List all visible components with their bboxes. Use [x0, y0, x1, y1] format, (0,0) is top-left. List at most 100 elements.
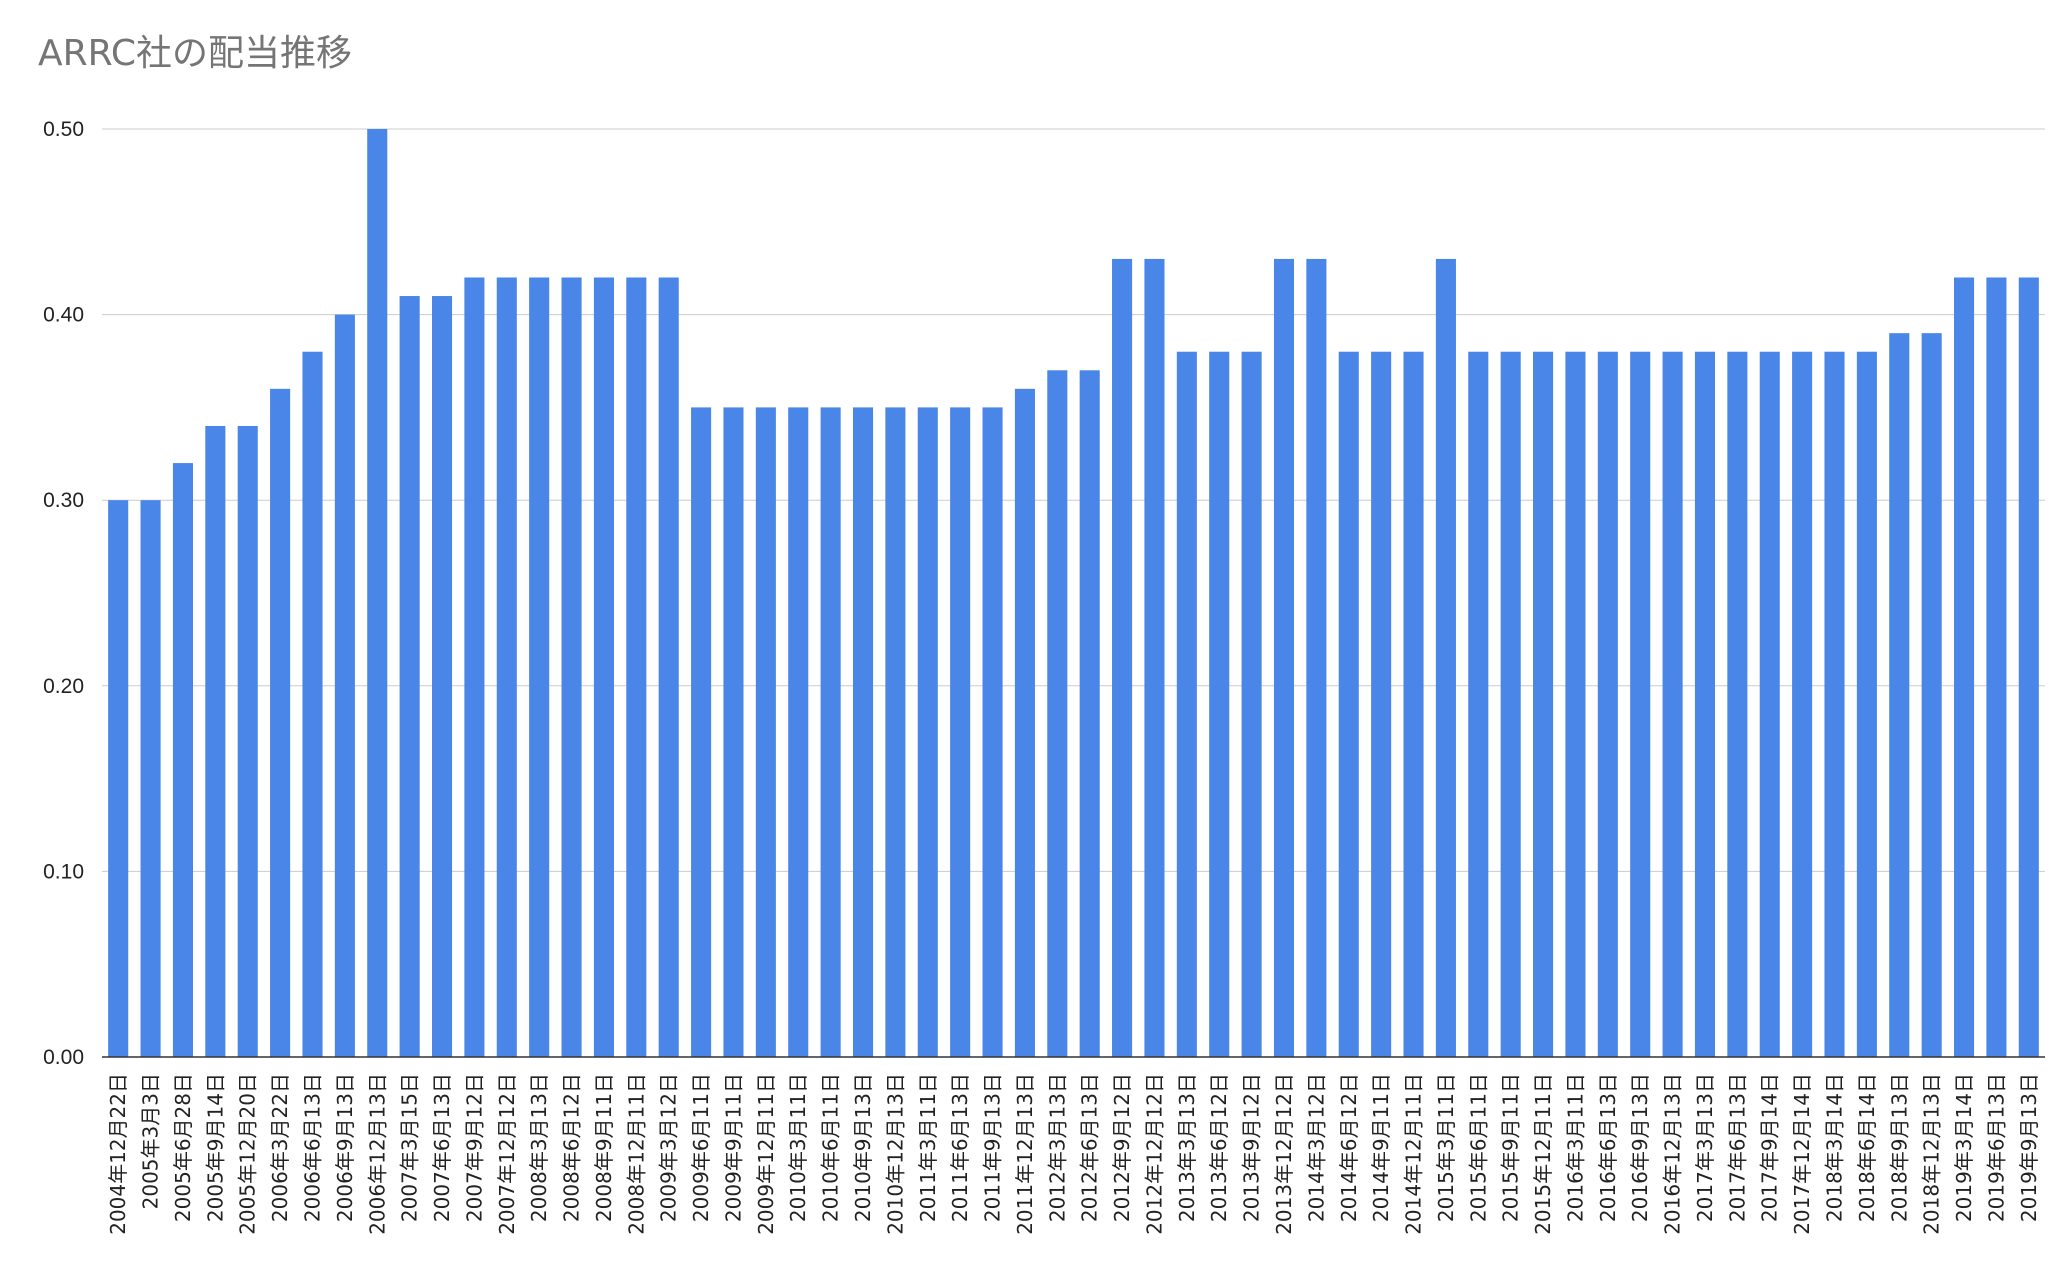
x-tick-label: 2014年6月12日 [1337, 1073, 1361, 1222]
bar [561, 277, 582, 1058]
bar [302, 351, 323, 1058]
bar [1014, 388, 1035, 1058]
x-tick-label: 2019年3月14日 [1952, 1073, 1976, 1222]
bars [108, 129, 2039, 1058]
y-tick-label: 0.20 [43, 675, 84, 698]
bar [1662, 351, 1683, 1058]
bar [691, 407, 712, 1057]
bar [917, 407, 938, 1057]
x-tick-label: 2005年9月14日 [203, 1073, 227, 1222]
bar [1759, 351, 1780, 1058]
bar [1533, 351, 1554, 1058]
bar [885, 407, 906, 1057]
bar [1468, 351, 1489, 1058]
x-tick-label: 2019年6月13日 [1984, 1073, 2008, 1222]
bar [1597, 351, 1618, 1058]
bar [367, 129, 388, 1057]
x-tick-label: 2012年9月12日 [1110, 1073, 1134, 1222]
bar [1727, 351, 1748, 1058]
x-tick-label: 2005年3月3日 [139, 1073, 163, 1209]
x-tick-label: 2012年6月13日 [1078, 1073, 1102, 1222]
x-tick-label: 2008年12月11日 [624, 1073, 648, 1235]
y-tick-label: 0.30 [43, 489, 84, 512]
bar [626, 277, 647, 1058]
x-tick-label: 2011年12月13日 [1013, 1073, 1037, 1235]
bar [431, 296, 453, 1057]
x-tick-label: 2009年9月11日 [721, 1073, 745, 1222]
bar [1176, 351, 1197, 1058]
x-tick-label: 2007年6月13日 [430, 1073, 454, 1222]
x-tick-label: 2009年12月11日 [754, 1073, 778, 1235]
bar [1954, 277, 1975, 1058]
x-tick-label: 2006年6月13日 [300, 1073, 324, 1222]
x-tick-label: 2007年3月15日 [398, 1073, 422, 1222]
x-tick-label: 2004年12月22日 [106, 1073, 130, 1235]
bar [1209, 351, 1230, 1058]
x-tick-label: 2016年3月11日 [1563, 1073, 1587, 1222]
bar [529, 277, 550, 1058]
bar [1630, 351, 1651, 1058]
x-tick-label: 2018年9月13日 [1887, 1073, 1911, 1222]
x-tick-label: 2015年3月11日 [1434, 1073, 1458, 1222]
bar [1435, 258, 1456, 1057]
x-tick-label: 2011年9月13日 [981, 1073, 1005, 1222]
bar [1565, 351, 1586, 1058]
bar [1856, 351, 1877, 1058]
bar [1403, 351, 1424, 1058]
bar [593, 277, 614, 1058]
bar [1694, 351, 1716, 1058]
bar [108, 500, 129, 1057]
x-tick-label: 2010年9月13日 [851, 1073, 875, 1222]
y-tick-label: 0.10 [43, 860, 84, 883]
x-tick-label: 2013年6月12日 [1207, 1073, 1231, 1222]
x-tick-label: 2013年9月12日 [1240, 1073, 1264, 1222]
x-tick-label: 2010年12月13日 [883, 1073, 907, 1235]
x-tick-label: 2016年6月13日 [1596, 1073, 1620, 1222]
bar [1241, 351, 1262, 1058]
bar [1921, 333, 1942, 1057]
y-tick-label: 0.40 [43, 304, 84, 327]
x-axis-tick-labels: 2004年12月22日 2005年3月3日 2005年6月28日 2005年9月14日… [106, 1073, 2041, 1235]
x-tick-label: 2016年12月13日 [1661, 1073, 1685, 1235]
x-tick-label: 2011年6月13日 [948, 1073, 972, 1222]
x-tick-label: 2007年9月12日 [462, 1073, 486, 1222]
x-tick-label: 2009年3月12日 [657, 1073, 681, 1222]
bar [270, 388, 291, 1058]
x-tick-label: 2011年3月11日 [916, 1073, 940, 1222]
gridlines [102, 128, 2045, 872]
bar [172, 463, 193, 1058]
bar [1273, 258, 1295, 1057]
bar [950, 407, 971, 1057]
bar [1112, 258, 1133, 1057]
y-tick-label: 0.50 [43, 118, 84, 141]
bar [140, 500, 161, 1057]
x-tick-label: 2015年12月11日 [1531, 1073, 1555, 1235]
x-tick-label: 2005年12月20日 [236, 1073, 260, 1235]
x-tick-label: 2010年3月11日 [786, 1073, 810, 1222]
x-tick-label: 2018年6月14日 [1855, 1073, 1879, 1222]
bar [205, 425, 226, 1058]
x-tick-label: 2007年12月12日 [495, 1073, 519, 1235]
bar [820, 407, 841, 1057]
x-tick-label: 2008年6月12日 [560, 1073, 584, 1222]
bar [1792, 351, 1813, 1058]
bar [755, 407, 776, 1057]
bar [496, 277, 517, 1058]
x-tick-label: 2018年3月14日 [1823, 1073, 1847, 1222]
bar [464, 277, 485, 1058]
bar [658, 277, 679, 1058]
x-tick-label: 2014年9月11日 [1369, 1073, 1393, 1222]
x-tick-label: 2012年12月12日 [1142, 1073, 1166, 1235]
bar [982, 407, 1003, 1057]
bar [1144, 258, 1165, 1057]
bar [1824, 351, 1845, 1058]
bar [399, 296, 420, 1057]
bar [1047, 370, 1068, 1057]
x-tick-label: 2017年3月13日 [1693, 1073, 1717, 1222]
x-tick-label: 2008年9月11日 [592, 1073, 616, 1222]
x-tick-label: 2014年12月11日 [1402, 1073, 1426, 1235]
x-tick-label: 2017年9月14日 [1758, 1073, 1782, 1222]
y-axis-tick-labels: 0.00 0.10 0.20 0.30 0.40 0.50 [43, 118, 84, 1069]
bar [852, 407, 874, 1057]
